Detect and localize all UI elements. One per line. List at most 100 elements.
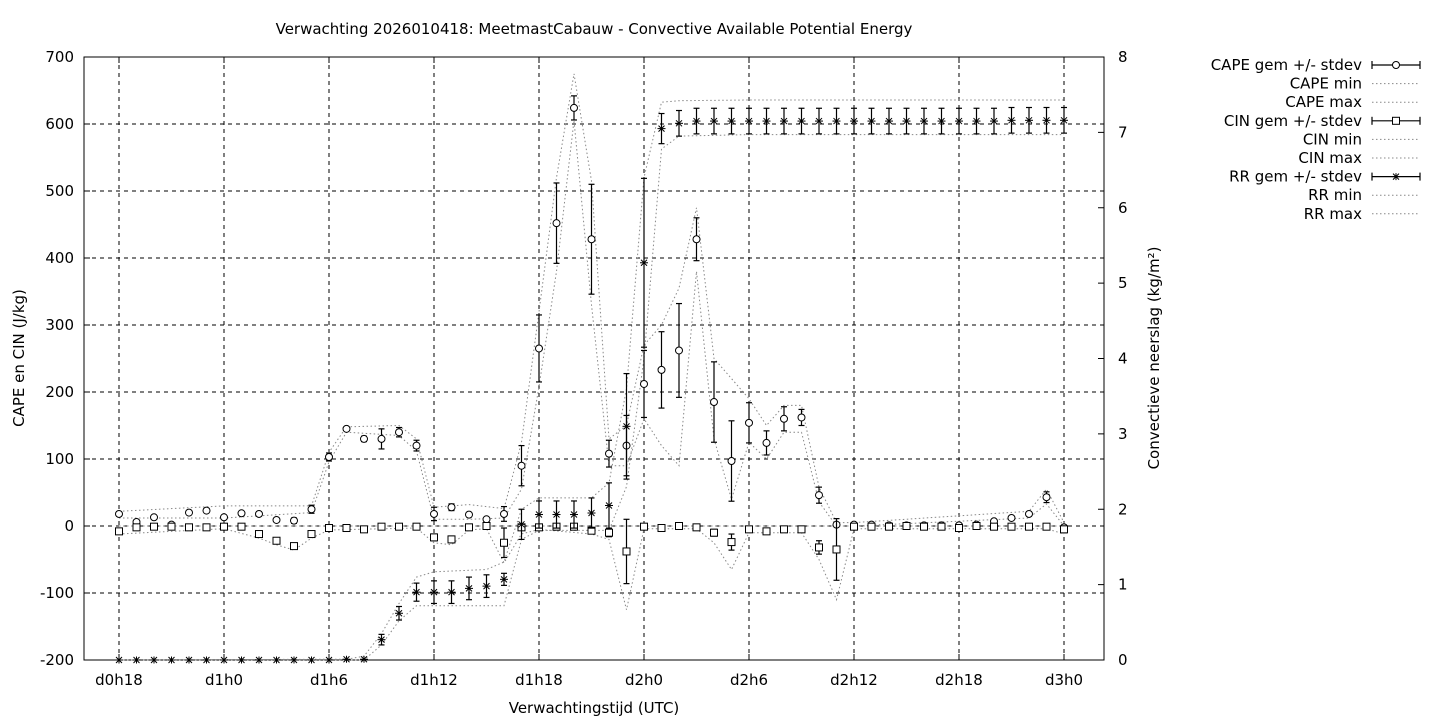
series-6 (115, 106, 1068, 664)
data-point (185, 656, 193, 664)
x-tick-label: d3h0 (1045, 671, 1083, 689)
data-point (290, 542, 298, 551)
data-point (1060, 116, 1068, 124)
data-point (815, 491, 823, 500)
data-point (885, 117, 893, 125)
x-tick-label: d2h6 (730, 671, 768, 689)
y2-tick-label: 5 (1118, 274, 1128, 292)
data-point (710, 117, 718, 125)
data-point (832, 545, 841, 554)
data-point (465, 523, 473, 532)
y2-tick-label: 1 (1118, 576, 1128, 594)
data-point (1060, 525, 1068, 534)
data-point (255, 656, 263, 664)
data-point (167, 522, 176, 531)
data-point (220, 522, 228, 531)
y-tick-label: 700 (45, 48, 74, 66)
x-axis-label: Verwachtingstijd (UTC) (509, 699, 680, 717)
data-point (395, 609, 403, 617)
data-point (657, 365, 666, 374)
data-point (1007, 522, 1016, 531)
data-point (272, 515, 281, 524)
legend-label: CIN max (1298, 149, 1362, 167)
data-point (937, 117, 946, 125)
data-point (920, 522, 928, 531)
x-tick-label: d1h6 (310, 671, 348, 689)
data-point (902, 117, 911, 125)
x-tick-label: d1h12 (410, 671, 458, 689)
data-point (955, 117, 963, 125)
data-point (675, 522, 683, 530)
data-point (237, 522, 246, 531)
data-point (290, 656, 298, 664)
data-point (605, 528, 613, 537)
data-point (990, 522, 998, 531)
x-tick-label: d2h0 (625, 671, 663, 689)
data-point (1007, 116, 1016, 124)
legend-label: CAPE gem +/- stdev (1211, 56, 1362, 74)
grid (84, 57, 1104, 660)
data-point (552, 511, 561, 519)
data-point (150, 522, 158, 531)
data-point (325, 524, 333, 533)
x-tick-label: d2h12 (830, 671, 878, 689)
data-point (675, 346, 683, 355)
data-point (430, 533, 438, 542)
data-point (482, 522, 491, 530)
y2-tick-label: 7 (1118, 123, 1128, 141)
y-tick-label: 600 (45, 115, 74, 133)
series-line-1 (119, 120, 1065, 527)
x-tick-label: d1h0 (205, 671, 243, 689)
legend-label: CIN gem +/- stdev (1224, 112, 1362, 130)
data-point (447, 503, 456, 512)
data-point (587, 235, 596, 244)
legend-label: CIN min (1303, 130, 1362, 148)
data-point (745, 117, 753, 125)
data-point (255, 530, 263, 539)
data-point (325, 656, 333, 664)
data-point (657, 524, 666, 533)
data-point (727, 538, 736, 547)
data-point (535, 344, 543, 353)
data-point (360, 525, 368, 534)
y2-tick-label: 3 (1118, 425, 1128, 443)
data-point (325, 452, 333, 461)
data-point (745, 525, 753, 534)
data-point (307, 530, 316, 539)
data-point (465, 584, 473, 592)
data-point (360, 655, 368, 663)
data-point (202, 523, 211, 532)
data-point (395, 428, 403, 437)
data-point (115, 509, 123, 518)
data-point (850, 522, 858, 531)
data-point (955, 524, 963, 533)
data-point (132, 523, 141, 532)
data-point (570, 511, 578, 519)
data-point (902, 522, 911, 530)
data-point (167, 656, 176, 664)
x-tick-label: d0h18 (95, 671, 143, 689)
legend-label: CAPE max (1285, 93, 1362, 111)
series-line-4 (118, 527, 1065, 610)
data-point (780, 117, 788, 125)
data-point (185, 508, 193, 517)
data-point (412, 588, 421, 596)
y2-tick-label: 8 (1118, 48, 1128, 66)
data-point (780, 525, 788, 534)
series-3 (115, 518, 1068, 585)
data-point (237, 509, 246, 518)
x-tick-label: d1h18 (515, 671, 563, 689)
data-point (745, 418, 753, 427)
data-point (990, 117, 998, 125)
data-point (482, 582, 491, 590)
data-point (377, 434, 386, 443)
plot-frame (83, 56, 1105, 661)
data-point (622, 422, 631, 430)
data-point (220, 513, 228, 522)
legend-marker (1392, 173, 1400, 181)
data-point (447, 535, 456, 544)
data-point (570, 103, 578, 112)
data-point (762, 438, 771, 447)
data-point (727, 117, 736, 125)
data-point (1025, 522, 1033, 531)
